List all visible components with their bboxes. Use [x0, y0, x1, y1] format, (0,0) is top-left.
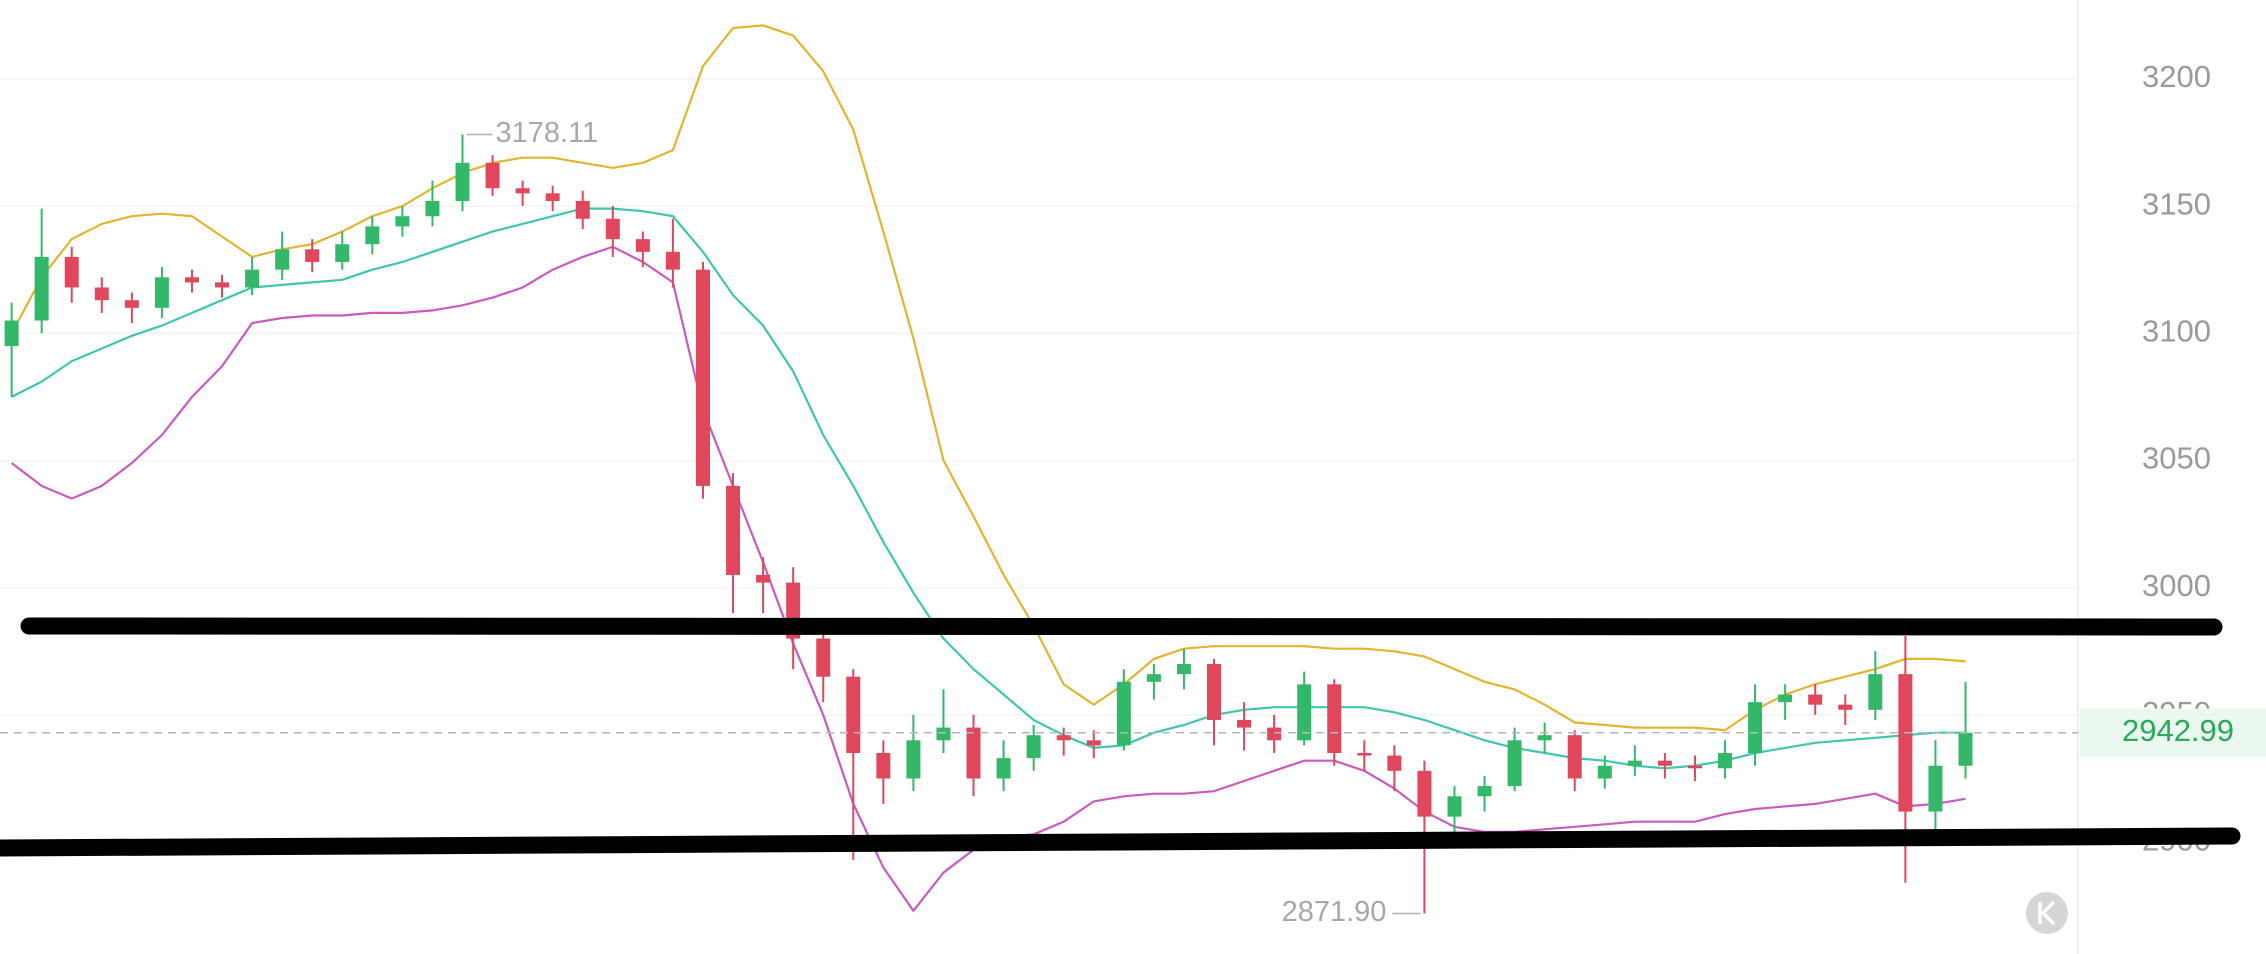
- band-line: [10, 24, 1966, 732]
- max-label: 3178.11: [496, 117, 599, 149]
- y-tick-label: 3150: [2142, 186, 2211, 221]
- candle-body: [1537, 735, 1552, 741]
- drawn-resistance-line: [20, 617, 2223, 636]
- candle-body: [215, 282, 230, 288]
- candle-body: [305, 249, 320, 263]
- candle-body: [4, 320, 19, 346]
- grid: [0, 78, 2078, 843]
- candle-body: [1146, 674, 1161, 682]
- min-label: 2871.90: [1282, 896, 1387, 928]
- candle-body: [756, 574, 771, 583]
- candles: [4, 134, 1973, 914]
- candle-body: [1086, 740, 1101, 746]
- candle-body: [335, 244, 350, 263]
- candle-body: [1687, 765, 1702, 769]
- candle-body: [1868, 674, 1883, 710]
- candle-body: [515, 188, 530, 194]
- y-tick-label: 3100: [2142, 313, 2211, 348]
- candle-body: [665, 251, 680, 270]
- candle-body: [1417, 770, 1432, 817]
- candle-body: [1567, 735, 1582, 779]
- candle-body: [1267, 727, 1282, 741]
- kline-button-icon[interactable]: [2038, 900, 2056, 926]
- kline-button-bg[interactable]: [2026, 892, 2068, 934]
- candle-body: [1748, 702, 1763, 754]
- y-tick-label: 3200: [2142, 59, 2211, 94]
- labels: 29002950300030503100315032003178.112871.…: [0, 59, 2266, 928]
- y-tick-label: 3050: [2142, 441, 2211, 476]
- candle-body: [1237, 719, 1252, 728]
- candle-body: [936, 727, 951, 741]
- candle-body: [1176, 663, 1191, 675]
- candle-body: [365, 226, 380, 245]
- candle-body: [94, 287, 109, 301]
- candle-body: [1778, 694, 1793, 703]
- candle-body: [1898, 674, 1913, 812]
- candle-body: [154, 277, 169, 308]
- candle-body: [1597, 765, 1612, 779]
- candle-body: [1507, 740, 1522, 787]
- candle-body: [575, 200, 590, 219]
- candle-body: [545, 193, 560, 201]
- candle-body: [1838, 704, 1853, 710]
- candle-body: [1808, 694, 1823, 705]
- candle-body: [1447, 796, 1462, 817]
- candle-body: [816, 638, 831, 677]
- candle-body: [1627, 760, 1642, 766]
- candle-body: [124, 300, 139, 308]
- bollinger-bands: [10, 24, 1966, 913]
- candle-body: [906, 740, 921, 779]
- candle-body: [1357, 753, 1372, 756]
- band-line: [11, 207, 1966, 770]
- candle-body: [425, 200, 440, 217]
- candle-body: [876, 753, 891, 779]
- candle-body: [184, 277, 199, 283]
- candle-body: [1116, 681, 1131, 746]
- last-price-label: 2942.99: [2122, 713, 2234, 748]
- candle-body: [485, 162, 500, 189]
- band-line: [10, 245, 1966, 913]
- candle-body: [245, 269, 260, 288]
- y-tick-label: 3000: [2142, 568, 2211, 603]
- candle-body: [996, 758, 1011, 779]
- candle-body: [1387, 755, 1402, 771]
- candle-body: [605, 218, 620, 240]
- candle-body: [726, 485, 741, 575]
- candle-body: [1327, 684, 1342, 754]
- candle-body: [1207, 663, 1221, 720]
- candle-body: [1026, 735, 1041, 759]
- kline-button[interactable]: [2026, 892, 2068, 934]
- candle-body: [64, 256, 79, 288]
- candle-body: [1928, 765, 1943, 812]
- candle-body: [1297, 684, 1312, 741]
- candle-body: [635, 239, 650, 252]
- candle-body: [1056, 735, 1071, 741]
- candle-body: [275, 249, 290, 270]
- candle-body: [1657, 760, 1672, 766]
- candle-body: [395, 216, 410, 227]
- last-price-box: [2080, 708, 2266, 757]
- drawn-support-line: [0, 827, 2241, 857]
- candle-body: [695, 269, 710, 486]
- candle-body: [966, 727, 981, 779]
- candle-body: [1718, 753, 1733, 769]
- candle-body: [455, 162, 470, 201]
- candle-body: [846, 676, 861, 754]
- candle-body: [34, 256, 49, 321]
- candle-body: [1477, 786, 1492, 797]
- candle-body: [1958, 732, 1973, 766]
